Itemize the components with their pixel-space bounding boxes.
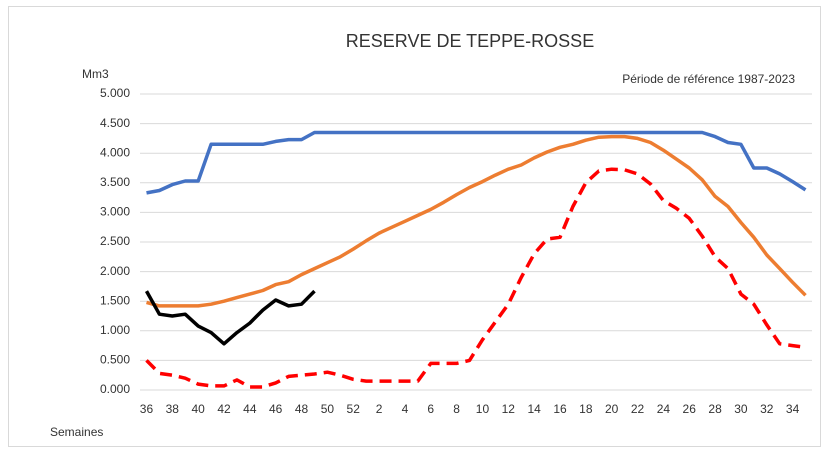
y-tick-label: 1.000 xyxy=(100,323,130,337)
y-tick-label: 4.000 xyxy=(100,145,130,159)
x-tick-label: 24 xyxy=(657,402,671,416)
y-tick-label: 0.000 xyxy=(100,382,130,396)
x-tick-label: 16 xyxy=(553,402,567,416)
y-tick-label: 2.500 xyxy=(100,234,130,248)
x-tick-label: 48 xyxy=(295,402,309,416)
x-tick-label: 52 xyxy=(347,402,361,416)
y-tick-label: 4.500 xyxy=(100,116,130,130)
x-tick-label: 40 xyxy=(191,402,205,416)
y-tick-label: 0.500 xyxy=(100,353,130,367)
x-tick-label: 22 xyxy=(631,402,645,416)
series-line xyxy=(144,289,316,346)
x-tick-label: 44 xyxy=(243,402,257,416)
x-tick-label: 36 xyxy=(140,402,154,416)
x-tick-label: 20 xyxy=(605,402,619,416)
y-tick-label: 1.500 xyxy=(100,293,130,307)
x-tick-label: 6 xyxy=(427,402,434,416)
x-tick-label: 46 xyxy=(269,402,283,416)
y-tick-label: 2.000 xyxy=(100,264,130,278)
chart-title: RESERVE DE TEPPE-ROSSE xyxy=(346,31,594,51)
x-axis-label: Semaines xyxy=(50,425,103,439)
series-line xyxy=(145,167,806,389)
x-tick-label: 38 xyxy=(166,402,180,416)
y-tick-label: 5.000 xyxy=(100,86,130,100)
x-tick-label: 26 xyxy=(683,402,697,416)
y-axis-label: Mm3 xyxy=(82,67,109,81)
x-tick-label: 4 xyxy=(402,402,409,416)
series-line xyxy=(146,134,807,308)
x-tick-label: 2 xyxy=(376,402,383,416)
chart-border xyxy=(8,6,821,447)
x-tick-label: 14 xyxy=(527,402,541,416)
y-tick-label: 3.500 xyxy=(100,175,130,189)
x-tick-label: 8 xyxy=(453,402,460,416)
x-tick-label: 18 xyxy=(579,402,593,416)
x-tick-label: 10 xyxy=(476,402,490,416)
x-tick-label: 30 xyxy=(734,402,748,416)
x-tick-label: 32 xyxy=(760,402,774,416)
x-tick-label: 42 xyxy=(217,402,231,416)
y-tick-label: 3.000 xyxy=(100,205,130,219)
x-tick-label: 12 xyxy=(502,402,516,416)
x-tick-label: 34 xyxy=(786,402,800,416)
x-tick-label: 50 xyxy=(321,402,335,416)
series-line xyxy=(146,130,807,195)
annotation: Période de référence 1987-2023 xyxy=(622,72,795,86)
x-tick-label: 28 xyxy=(708,402,722,416)
